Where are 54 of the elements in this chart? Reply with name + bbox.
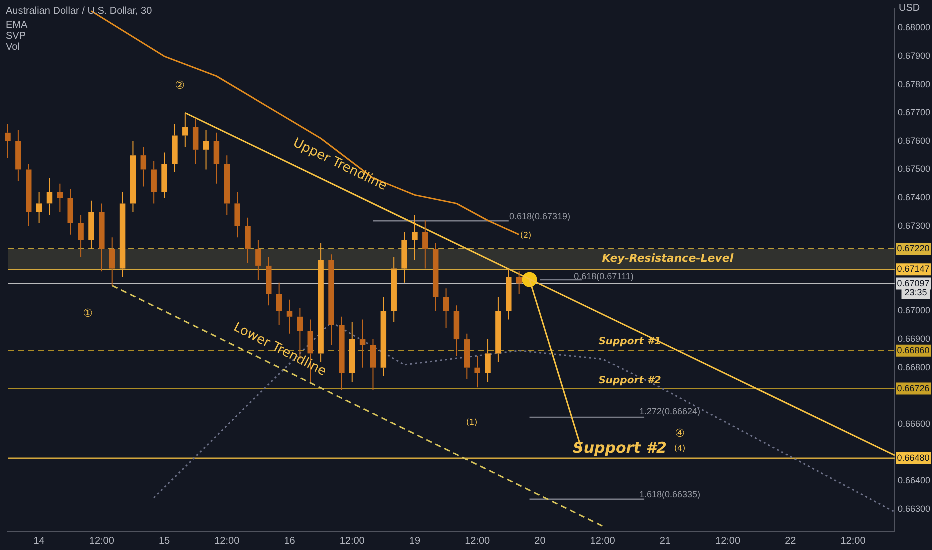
band-label: Key-Resistance-Level	[602, 252, 734, 266]
y-tick-label: 0.66800	[898, 362, 931, 372]
annotation: ④	[675, 426, 686, 440]
y-tick-label: 0.66900	[898, 334, 931, 344]
annotation: Vol	[6, 42, 20, 53]
annotation: Support #2	[598, 376, 662, 387]
y-tick-label: 0.68000	[898, 22, 931, 33]
y-tick-label: 0.67300	[898, 220, 931, 231]
y-tick-label: 0.67600	[898, 136, 931, 146]
x-tick-label: 20	[534, 536, 546, 547]
annotation: 0.618(0.67319)	[509, 211, 571, 222]
x-tick-label: 12:00	[340, 536, 366, 547]
y-tick-label: 0.66600	[898, 418, 931, 429]
annotation: (2)	[520, 231, 532, 240]
x-tick-label: 12:00	[465, 536, 491, 547]
y-tick-label: 0.67700	[898, 108, 931, 118]
annotation: Support #1	[598, 336, 662, 348]
chart-title: Australian Dollar / U.S. Dollar, 30	[6, 6, 153, 17]
annotation: ②	[175, 78, 186, 92]
x-tick-label: 12:00	[214, 536, 240, 547]
annotation: (4)	[674, 444, 686, 454]
annotation: Support #2	[573, 438, 667, 457]
x-tick-label: 15	[158, 536, 171, 547]
annotation: EMA	[6, 20, 28, 31]
annotation: 1.272(0.66624)	[639, 406, 701, 416]
annotation: (1)	[466, 418, 478, 428]
x-tick-label: 19	[409, 536, 421, 547]
x-tick-label: 12:00	[89, 536, 115, 547]
x-tick-label: 22	[785, 536, 797, 547]
x-tick-label: 12:00	[840, 536, 866, 547]
y-tick-label: 0.67500	[898, 164, 931, 174]
ref-line-label: 0.66726	[897, 383, 930, 394]
y-axis-title: USD	[899, 2, 920, 14]
ref-line-label: 0.66860	[897, 345, 930, 356]
y-tick-label: 0.66400	[898, 476, 931, 486]
x-tick-label: 12:00	[590, 536, 616, 547]
annotation: SVP	[6, 30, 26, 42]
y-tick-label: 0.67400	[898, 192, 931, 203]
x-tick-label: 16	[284, 536, 296, 547]
annotation: ①	[83, 306, 94, 320]
y-tick-label: 0.67900	[898, 51, 931, 61]
ref-line-label: 0.67220	[897, 243, 930, 254]
ref-line-label: 0.67147	[897, 264, 930, 274]
x-tick-label: 21	[660, 536, 672, 547]
annotation: 0.618(0.67111)	[574, 271, 634, 282]
annotation: 1.618(0.66335)	[639, 489, 701, 500]
x-tick-label: 14	[34, 536, 46, 547]
ref-line-label: 0.66480	[897, 452, 930, 463]
x-tick-label: 12:00	[716, 536, 741, 547]
y-tick-label: 0.67000	[898, 306, 931, 316]
ref-line-label: 0.67097	[897, 278, 930, 288]
text: 23:35	[904, 287, 928, 298]
y-tick-label: 0.67800	[898, 79, 931, 90]
y-tick-label: 0.66300	[898, 504, 931, 514]
